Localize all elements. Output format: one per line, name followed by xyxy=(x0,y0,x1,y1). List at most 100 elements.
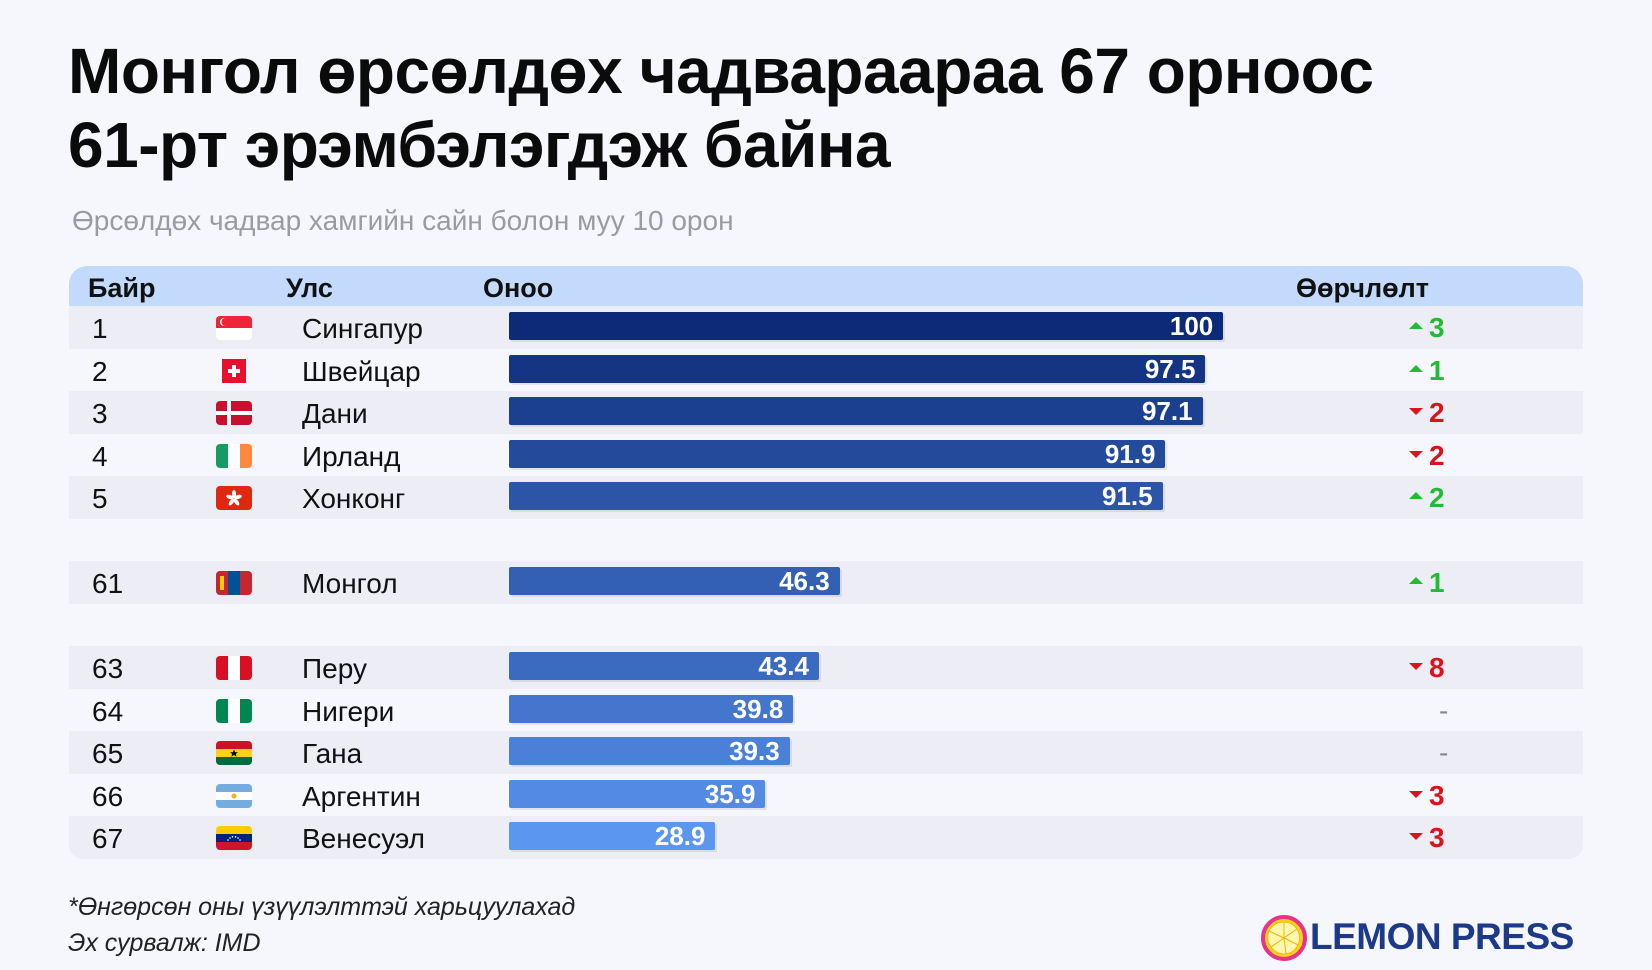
bar-track: 39.8 xyxy=(509,693,1259,725)
country-cell: Хонконг xyxy=(302,483,406,514)
change-value: 3 xyxy=(1429,822,1445,853)
score-bar: 39.8 xyxy=(509,693,794,724)
arrow-down-icon xyxy=(1409,663,1423,671)
rank-cell: 5 xyxy=(92,483,108,514)
score-label: 46.3 xyxy=(779,566,830,596)
table-row: 2 Швейцар 97.5 1 xyxy=(69,349,1583,392)
score-bar: 97.5 xyxy=(509,353,1206,384)
change-value: 3 xyxy=(1429,312,1445,343)
rank-cell: 65 xyxy=(92,738,124,769)
country-cell: Нигери xyxy=(302,695,395,727)
arrow-up-icon xyxy=(1409,492,1423,500)
score-label: 91.9 xyxy=(1104,438,1156,469)
change-value: 1 xyxy=(1429,354,1445,386)
country-cell: Монгол xyxy=(302,568,398,599)
bar-track: 46.3 xyxy=(509,567,1259,597)
switzerland-flag-icon xyxy=(216,358,252,383)
country-cell: Дани xyxy=(302,398,368,429)
row-gap xyxy=(69,519,1583,562)
ghana-flag-icon xyxy=(216,741,252,765)
table-row: 1 Сингапур 100 3 xyxy=(69,306,1583,349)
bar-track: 39.3 xyxy=(509,737,1259,767)
lemon-press-logo: LEMON PRESS xyxy=(1260,912,1590,964)
change-cell: 1 xyxy=(1409,567,1529,599)
country-cell: Перу xyxy=(302,653,367,684)
header-country: Улс xyxy=(286,273,333,303)
ireland-flag-icon xyxy=(216,443,252,468)
score-label: 97.5 xyxy=(1144,353,1196,384)
change-value: 2 xyxy=(1429,397,1445,428)
rank-cell: 3 xyxy=(92,398,108,429)
score-bar: 28.9 xyxy=(509,821,716,851)
change-cell: 8 xyxy=(1409,652,1529,684)
rank-cell: 64 xyxy=(92,695,124,727)
argentina-flag-icon xyxy=(216,783,252,808)
rank-cell: 63 xyxy=(92,653,124,684)
table-row: 63 Перу 43.4 8 xyxy=(69,646,1583,689)
score-bar: 35.9 xyxy=(509,778,766,809)
bar-track: 28.9 xyxy=(509,822,1259,852)
subtitle: Өрсөлдөх чадвар хамгийн сайн болон муу 1… xyxy=(72,205,734,236)
score-label: 28.9 xyxy=(654,821,706,851)
table-row: 3 Дани 97.1 2 xyxy=(69,391,1583,434)
country-cell: Аргентин xyxy=(302,780,421,812)
mongolia-flag-icon xyxy=(216,571,252,595)
peru-flag-icon xyxy=(216,656,252,680)
nigeria-flag-icon xyxy=(216,698,252,723)
country-cell: Ирланд xyxy=(302,440,401,472)
venezuela-flag-icon xyxy=(216,826,252,850)
score-bar: 91.5 xyxy=(509,482,1163,510)
bar-track: 100 xyxy=(509,312,1259,342)
score-bar: 39.3 xyxy=(509,737,790,765)
footnote: *Өнгөрсөн оны үзүүлэлттэй харьцуулахад xyxy=(68,893,576,921)
arrow-up-icon xyxy=(1409,364,1423,372)
arrow-up-icon xyxy=(1409,577,1423,585)
header-rank: Байр xyxy=(88,273,156,303)
country-cell: Швейцар xyxy=(302,355,421,387)
score-bar: 91.9 xyxy=(509,438,1166,469)
bar-track: 35.9 xyxy=(509,778,1259,810)
bar-track: 43.4 xyxy=(509,652,1259,682)
score-label: 35.9 xyxy=(704,778,756,809)
change-value: - xyxy=(1439,737,1449,768)
ranking-table: Байр Улс Оноо Өөрчлөлт 1 Сингапур 100 3 2 Шве… xyxy=(69,266,1583,859)
change-value: 3 xyxy=(1429,779,1445,811)
change-cell: 3 xyxy=(1409,822,1529,854)
lemon-icon xyxy=(1261,915,1307,961)
score-bar: 97.1 xyxy=(509,397,1203,425)
rank-cell: 1 xyxy=(92,313,108,344)
country-cell: Венесуэл xyxy=(302,823,425,854)
score-bar: 100 xyxy=(509,311,1224,341)
score-label: 39.8 xyxy=(732,693,784,724)
arrow-down-icon xyxy=(1409,450,1423,458)
rank-cell: 67 xyxy=(92,823,124,854)
change-value: - xyxy=(1439,694,1449,726)
table-row: 65 Гана 39.3 - xyxy=(69,731,1583,774)
source-note: Эх сурвалж: IMD xyxy=(68,929,261,957)
score-bar: 43.4 xyxy=(509,652,819,680)
header-change: Өөрчлөлт xyxy=(1296,273,1430,303)
rank-cell: 61 xyxy=(92,568,124,599)
change-cell: 3 xyxy=(1409,780,1529,812)
rank-cell: 4 xyxy=(92,440,108,472)
score-label: 100 xyxy=(1169,311,1214,341)
rank-cell: 66 xyxy=(92,780,124,812)
change-cell: 2 xyxy=(1409,440,1529,472)
row-gap xyxy=(69,604,1583,647)
title-line-2: 61-рт эрэмбэлэгдэж байна xyxy=(68,109,891,181)
singapore-flag-icon xyxy=(216,316,252,340)
table-row: 61 Монгол 46.3 1 xyxy=(69,561,1583,604)
table-row: 64 Нигери 39.8 - xyxy=(69,689,1583,732)
denmark-flag-icon xyxy=(216,401,252,425)
change-value: 2 xyxy=(1429,482,1445,513)
bar-track: 97.5 xyxy=(509,353,1259,385)
table-body: 1 Сингапур 100 3 2 Швейцар 97.5 1 3 Дани 97.1 2 4 Ирл… xyxy=(69,306,1583,859)
table-row: 5 Хонконг 91.5 2 xyxy=(69,476,1583,519)
arrow-down-icon xyxy=(1409,408,1423,416)
bar-track: 97.1 xyxy=(509,397,1259,427)
arrow-up-icon xyxy=(1409,322,1423,330)
bar-track: 91.5 xyxy=(509,482,1259,512)
table-row: 4 Ирланд 91.9 2 xyxy=(69,434,1583,477)
page-title: Монгол өрсөлдөх чадвараараа 67 орноос 61… xyxy=(68,34,1588,182)
rank-cell: 2 xyxy=(92,355,108,387)
